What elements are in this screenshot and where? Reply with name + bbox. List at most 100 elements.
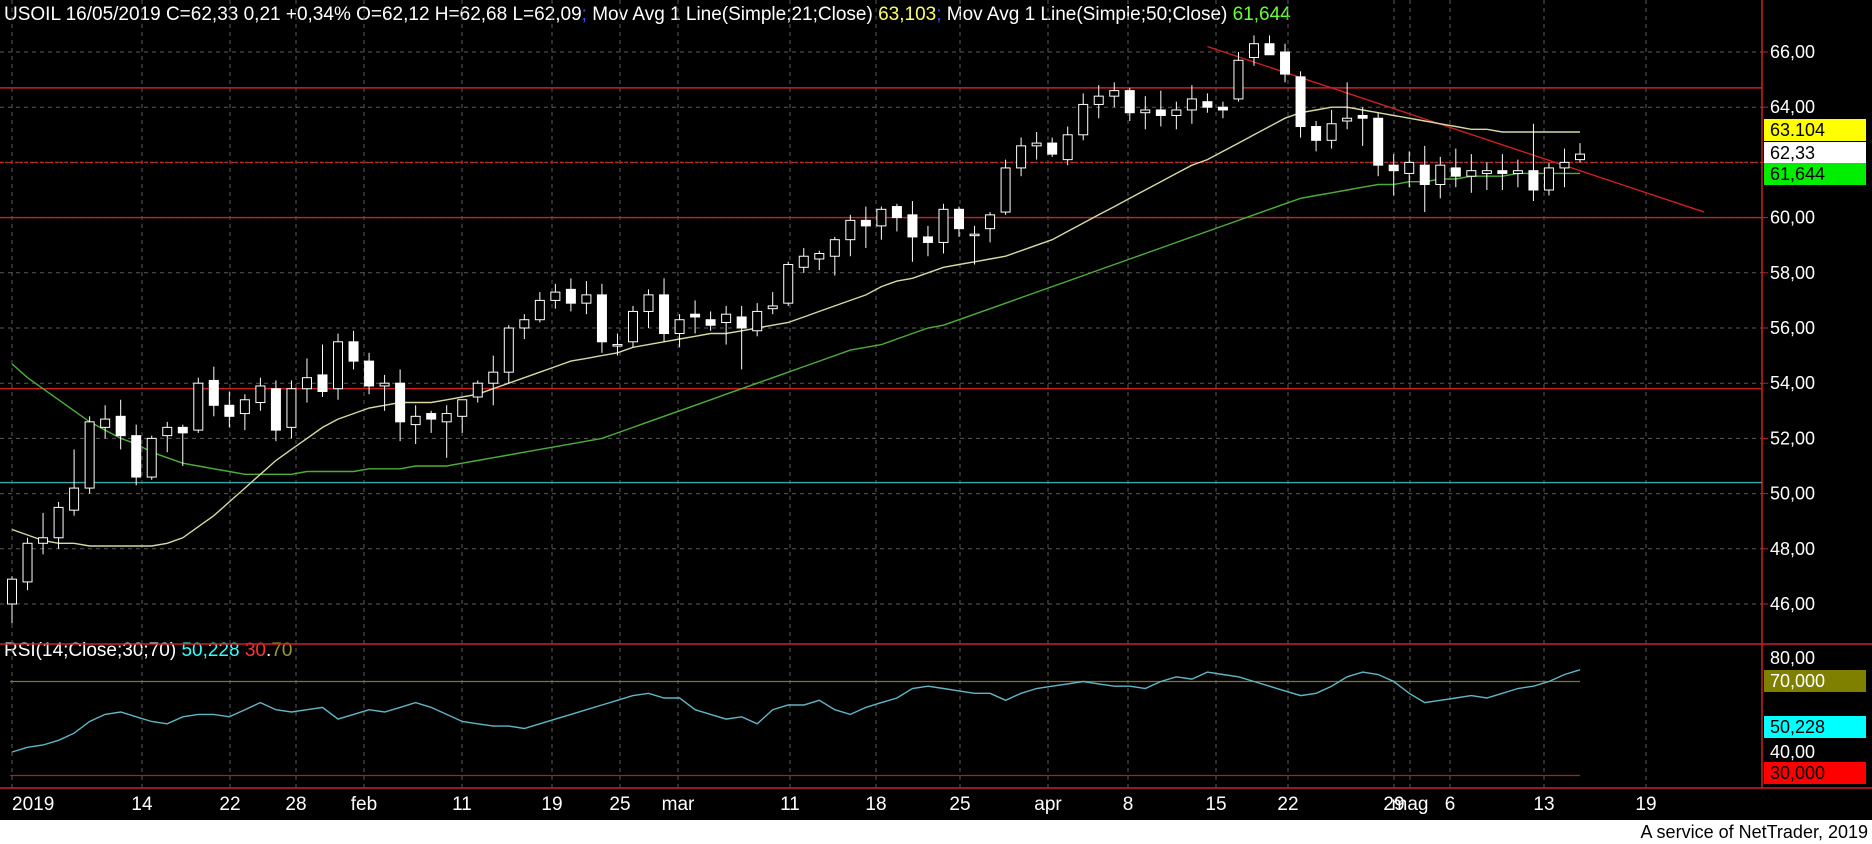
candle-body xyxy=(1326,123,1337,141)
candle-body xyxy=(100,418,111,428)
candle-body xyxy=(193,382,204,431)
candle-body xyxy=(1435,164,1446,185)
candle-body xyxy=(1062,134,1073,161)
candle-body xyxy=(581,294,592,304)
candle-body xyxy=(845,219,856,241)
candle-body xyxy=(596,294,607,343)
price-badge xyxy=(1764,163,1866,185)
candle-body xyxy=(1357,114,1368,119)
candle-body xyxy=(1124,90,1135,114)
candle-body xyxy=(752,310,763,332)
candle-body xyxy=(69,487,80,511)
ma50-label: Mov Avg 1 Line(Simple;50;Close) xyxy=(946,4,1228,25)
y-tick-label: 46,00 xyxy=(1770,594,1815,614)
price-badge xyxy=(1764,142,1866,164)
x-tick-label: 22 xyxy=(1277,794,1298,815)
x-tick-label: 22 xyxy=(219,794,240,815)
candle-body xyxy=(1419,164,1430,185)
candle-body xyxy=(814,252,825,260)
rsi-line xyxy=(11,669,1581,753)
candle-body xyxy=(348,341,359,362)
candle-body xyxy=(1202,101,1213,108)
candle-body xyxy=(954,208,965,230)
rsi-label: RSI(14;Close;30;70) xyxy=(4,640,177,661)
candle-body xyxy=(674,319,685,335)
x-tick-label: 2019 xyxy=(12,794,54,815)
candle-body xyxy=(1388,164,1399,172)
rsi-badge xyxy=(1764,762,1866,784)
x-tick-label: mar xyxy=(662,794,695,815)
candle-body xyxy=(162,426,173,437)
ma21-line xyxy=(11,106,1580,547)
candle-body xyxy=(239,399,250,415)
candle-body xyxy=(208,379,219,406)
x-tick-label: 11 xyxy=(780,794,800,815)
candle-body xyxy=(472,382,483,398)
x-tick-label: apr xyxy=(1034,794,1062,815)
candle-body xyxy=(84,421,95,489)
candle-body xyxy=(410,415,421,426)
candle-body xyxy=(1373,117,1384,166)
candle-body xyxy=(829,239,840,257)
candle-body xyxy=(286,388,297,428)
y-tick-label: 48,00 xyxy=(1770,539,1815,559)
candle-body xyxy=(255,385,266,404)
candle-body xyxy=(1016,145,1027,169)
price-badge-label: 61,644 xyxy=(1770,164,1825,184)
ma50-value: 61,644 xyxy=(1232,4,1291,25)
candle-body xyxy=(1264,43,1275,56)
candle-body xyxy=(270,388,281,431)
candle-body xyxy=(488,371,499,384)
x-tick-label: 8 xyxy=(1123,794,1134,815)
rsi-high: 70 xyxy=(271,640,293,661)
candle-body xyxy=(1186,98,1197,111)
candle-body xyxy=(1140,109,1151,114)
candle-body xyxy=(1109,90,1120,97)
candle-body xyxy=(519,319,530,329)
candle-body xyxy=(1248,43,1259,59)
candle-body xyxy=(1450,167,1461,177)
y-tick-label: 58,00 xyxy=(1770,263,1815,283)
rsi-badge xyxy=(1764,716,1866,738)
candle-body xyxy=(53,506,64,539)
rsi-badge-label: 50,228 xyxy=(1770,717,1825,737)
y-tick-label: 54,00 xyxy=(1770,373,1815,393)
candle-body xyxy=(1233,59,1244,100)
candle-body xyxy=(1280,51,1291,75)
y-tick-label: 52,00 xyxy=(1770,428,1815,448)
candle-body xyxy=(1404,161,1415,174)
symbol-info: USOIL 16/05/2019 C=62,33 0,21 +0,34% O=6… xyxy=(4,4,582,25)
candle-body xyxy=(643,294,654,312)
y-tick-label: 66,00 xyxy=(1770,42,1815,62)
candle-body xyxy=(395,382,406,423)
candle-body xyxy=(690,313,701,318)
candle-body xyxy=(721,313,732,323)
rsi-value: 50,228 xyxy=(181,640,240,661)
trend-line xyxy=(1207,45,1705,213)
chart-header: USOIL 16/05/2019 C=62,33 0,21 +0,34% O=6… xyxy=(4,4,1291,25)
x-tick-label: 29 xyxy=(1383,794,1404,815)
x-tick-label: 19 xyxy=(541,794,562,815)
x-tick-label: 11 xyxy=(452,794,472,815)
x-tick-label: 28 xyxy=(285,794,306,815)
candle-body xyxy=(7,578,17,605)
candle-body xyxy=(1342,117,1353,122)
candle-body xyxy=(1047,142,1058,155)
candle-body xyxy=(379,382,390,387)
rsi-badge-label: 70,000 xyxy=(1770,671,1825,691)
candle-body xyxy=(1497,170,1508,174)
candle-body xyxy=(736,316,747,329)
rsi-badge-label: 30,000 xyxy=(1770,763,1825,783)
y-tick-label: 56,00 xyxy=(1770,318,1815,338)
candle-body xyxy=(1295,76,1306,128)
rsi-low: 30 xyxy=(244,640,266,661)
price-badge-label: 63.104 xyxy=(1770,120,1825,140)
candle-body xyxy=(1155,109,1166,116)
candle-body xyxy=(22,542,33,583)
y-tick-label: 64,00 xyxy=(1770,97,1815,117)
candle-body xyxy=(333,341,344,390)
candle-body xyxy=(891,206,902,219)
y-tick-label: 60,00 xyxy=(1770,208,1815,228)
candle-body xyxy=(1031,142,1042,147)
candle-body xyxy=(457,399,468,417)
